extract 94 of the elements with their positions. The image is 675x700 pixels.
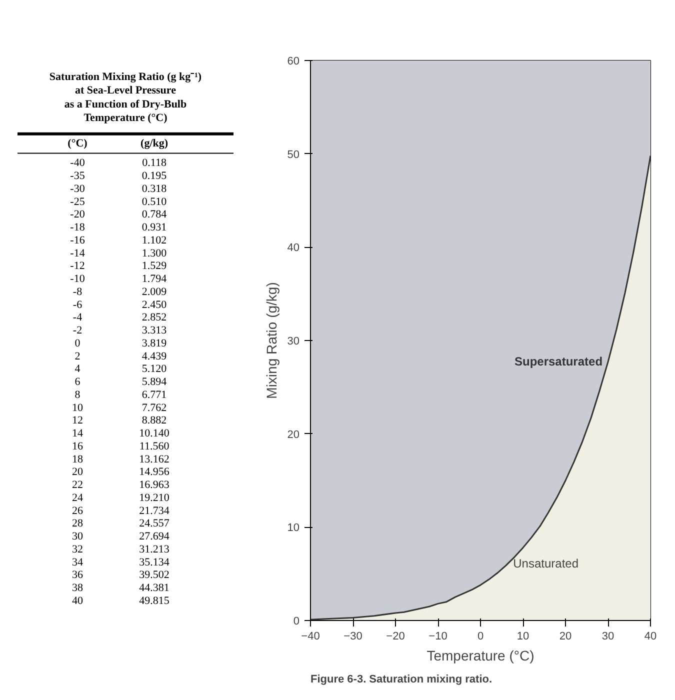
chart-title: Saturation Mixing Ratio (g kg⁻¹) at Sea-Level Pressure as a Function of Dry-Bulb Temperature (°C) [49, 70, 202, 124]
y-tick-label: 4 [74, 363, 81, 376]
data-label: 35.134 [139, 556, 170, 568]
x-tick-label: 30 [602, 630, 614, 642]
y-tick-label: -35 [70, 170, 86, 182]
y-tick-label: -6 [72, 298, 83, 311]
data-label: 0.318 [142, 182, 168, 195]
data-label: 5.894 [142, 376, 168, 388]
data-label: 27.694 [139, 530, 170, 543]
y-tick-label: -14 [70, 247, 86, 260]
y-tick-label: 8 [74, 388, 81, 401]
data-label: 2.450 [142, 298, 168, 311]
x-tick-label: (g/kg) [140, 138, 168, 150]
x-tick-label: 10 [516, 630, 530, 642]
data-label: 2.852 [142, 312, 167, 324]
x-axis-title: Temperature (°C) [426, 648, 534, 664]
y-tick-label: 38 [72, 582, 84, 594]
y-tick-label: 14 [72, 428, 84, 440]
data-label: 13.162 [139, 453, 170, 466]
x-tick-label: −40 [301, 630, 320, 642]
y-tick-label: 30 [287, 336, 300, 348]
y-tick-label: 40 [287, 242, 300, 254]
y-tick-label: 10 [287, 522, 300, 534]
y-tick-label: -20 [70, 208, 86, 221]
y-tick-label: 60 [287, 56, 300, 68]
data-label: 14.956 [139, 466, 170, 478]
y-tick-label: 18 [72, 453, 84, 466]
data-label: 7.762 [142, 402, 167, 414]
data-label: 16.963 [139, 479, 170, 492]
y-tick-label: -40 [70, 157, 86, 170]
caption: Figure 6-3. Saturation mixing ratio. [310, 674, 492, 686]
y-tick-label: 28 [72, 518, 84, 530]
y-tick-label: 0 [293, 616, 300, 628]
y-tick-label: 50 [287, 148, 300, 161]
data-label: 10.140 [139, 428, 170, 440]
data-label: 1.529 [142, 260, 168, 272]
data-label: 1.794 [142, 273, 168, 286]
x-tick-label: 0 [477, 630, 484, 642]
x-tick-label: 40 [644, 630, 657, 642]
y-tick-label: 6 [74, 376, 81, 388]
x-tick-label: −10 [428, 630, 448, 642]
data-label: 3.819 [142, 337, 168, 350]
y-tick-label: -12 [70, 260, 85, 272]
y-tick-label: -16 [70, 234, 86, 246]
y-tick-label: -18 [70, 222, 86, 234]
y-tick-label: 24 [72, 492, 84, 504]
y-tick-label: 22 [72, 479, 83, 492]
y-tick-label: 10 [72, 402, 84, 414]
y-tick-label: -30 [70, 182, 86, 195]
y-tick-label: -4 [72, 312, 83, 324]
data-label: 19.210 [139, 492, 170, 504]
y-tick-label: 40 [72, 594, 84, 607]
data-label: 5.120 [142, 363, 168, 376]
y-tick-label: 16 [72, 440, 84, 452]
y-tick-label: 20 [72, 466, 84, 478]
data-label: 0.195 [142, 170, 168, 182]
data-label: 4.439 [142, 350, 168, 362]
data-label: 1.300 [142, 247, 168, 260]
y-tick-label: 0 [74, 337, 81, 350]
y-tick-label: 34 [72, 556, 84, 568]
band-label: Supersaturated [514, 354, 603, 368]
data-label: 0.931 [142, 222, 167, 234]
y-tick-label: 32 [72, 543, 83, 556]
data-label: 49.815 [139, 594, 170, 607]
y-tick-label: 26 [72, 504, 84, 517]
y-tick-label: 2 [74, 350, 80, 362]
y-tick-label: 36 [72, 569, 84, 582]
data-label: 6.771 [142, 388, 167, 401]
x-tick-label: −20 [386, 630, 405, 642]
data-label: 44.381 [139, 582, 170, 594]
data-label: 11.560 [139, 440, 170, 452]
y-tick-label: -8 [72, 286, 83, 298]
y-axis-title: Mixing Ratio (g/kg) [263, 282, 280, 399]
data-label: 2.009 [142, 286, 168, 298]
y-tick-label: -25 [70, 196, 86, 208]
data-label: 24.557 [139, 518, 170, 530]
data-label: 0.510 [142, 196, 168, 208]
y-tick-label: 12 [72, 414, 83, 427]
y-tick-label: 20 [287, 428, 300, 441]
y-tick-label: 30 [72, 530, 84, 543]
data-label: 0.784 [142, 208, 168, 221]
x-tick-label: 20 [559, 630, 572, 642]
data-label: 39.502 [139, 569, 170, 582]
y-tick-label: -2 [72, 324, 82, 337]
data-label: 1.102 [142, 234, 167, 246]
y-tick-label: -10 [70, 273, 86, 286]
y-axis-title: (°C) [68, 138, 88, 150]
x-tick-label: −30 [344, 630, 362, 642]
annotation: Unsaturated [513, 556, 578, 570]
data-label: 0.118 [142, 157, 167, 170]
data-label: 8.882 [142, 414, 167, 427]
data-label: 31.213 [139, 543, 170, 556]
data-label: 3.313 [142, 324, 168, 337]
data-label: 21.734 [139, 504, 170, 517]
